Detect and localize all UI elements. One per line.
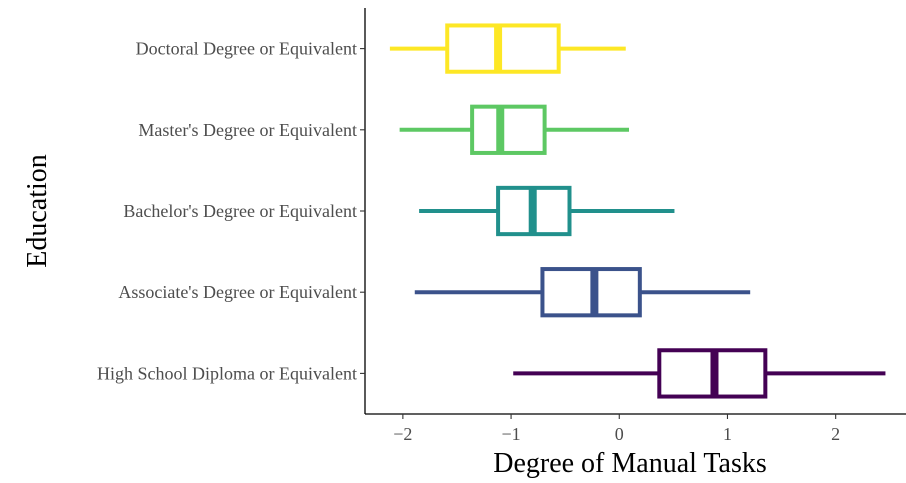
x-axis-title: Degree of Manual Tasks [493, 448, 767, 479]
x-tick-label: −1 [501, 424, 520, 444]
box-group [419, 185, 675, 237]
category-label: Doctoral Degree or Equivalent [136, 39, 357, 59]
x-tick-label: −2 [393, 424, 412, 444]
box-group [414, 267, 751, 318]
x-axis-ticks: −2 −1 0 1 2 [393, 414, 840, 444]
category-label: Bachelor's Degree or Equivalent [123, 201, 357, 221]
box-iqr [445, 23, 561, 74]
category-label: Master's Degree or Equivalent [138, 120, 357, 140]
box-group [399, 104, 630, 155]
box-iqr [470, 104, 547, 155]
category-label: High School Diploma or Equivalent [97, 363, 357, 383]
y-axis-ticks: High School Diploma or Equivalent Associa… [97, 39, 365, 383]
x-tick-label: 1 [723, 424, 732, 444]
x-tick-label: 0 [615, 424, 624, 444]
box-group [389, 23, 626, 74]
plot-area [389, 23, 886, 399]
category-label: Associate's Degree or Equivalent [118, 282, 357, 302]
x-tick-label: 2 [831, 424, 840, 444]
box-group [513, 348, 886, 399]
y-axis-title: Education [22, 154, 53, 268]
